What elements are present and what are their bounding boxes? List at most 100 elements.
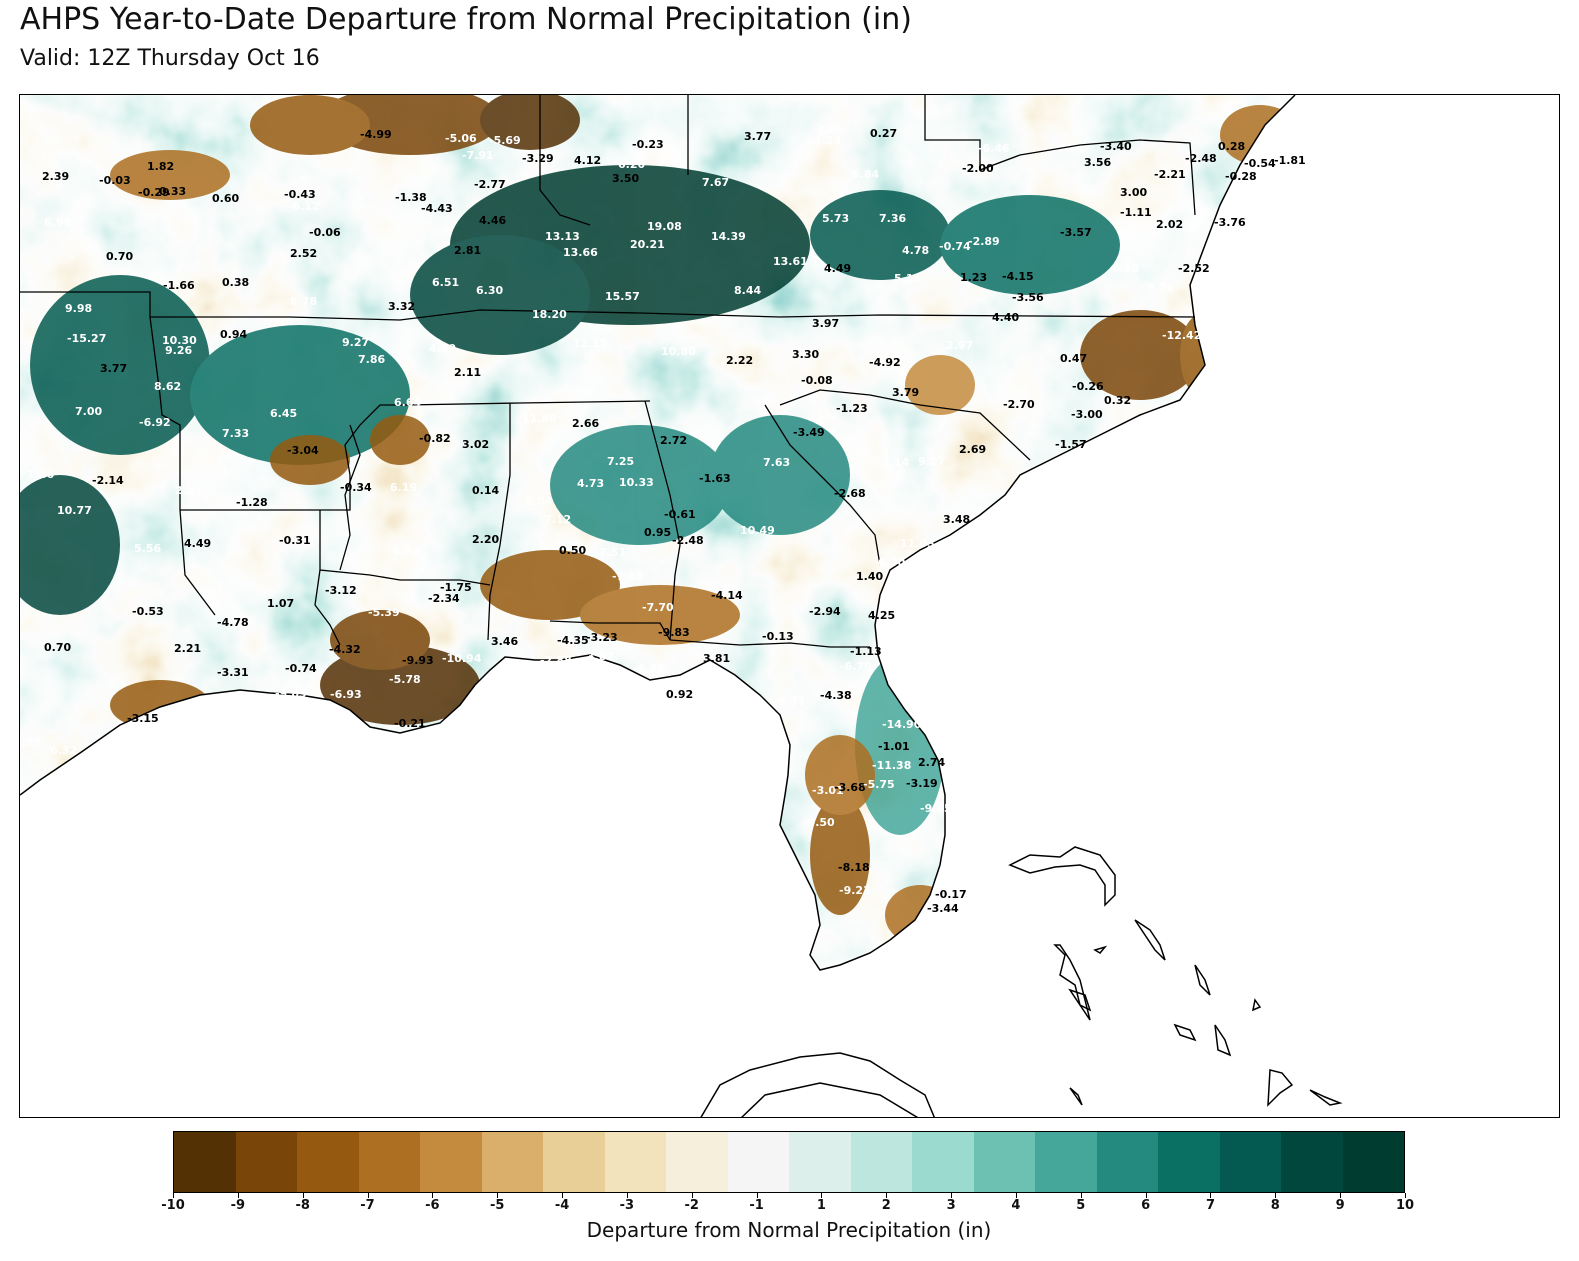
station-value: 10.33 — [619, 476, 654, 489]
colorbar-tick-label: 4 — [1011, 1198, 1021, 1213]
station-value: 2.21 — [175, 484, 202, 497]
station-value: -15.27 — [67, 332, 106, 345]
station-value: -10.94 — [442, 652, 482, 665]
station-value: -2.77 — [474, 178, 506, 191]
station-value: 10.80 — [661, 345, 696, 358]
station-value: 1.23 — [960, 271, 987, 284]
colorbar-tick-mark — [562, 1193, 564, 1198]
colorbar-tick-label: 6 — [1141, 1198, 1151, 1213]
colorbar-segment — [235, 1132, 297, 1192]
station-value: -5.06 — [445, 132, 477, 145]
colorbar-tick-label: 10 — [1395, 1198, 1415, 1213]
station-value: 8.78 — [290, 295, 317, 308]
station-value: -0.82 — [950, 856, 982, 869]
station-value: 3.46 — [491, 635, 518, 648]
colorbar-tick-label: 2 — [881, 1198, 891, 1213]
station-value: -9.50 — [803, 816, 835, 829]
station-value: -3.44 — [927, 902, 959, 915]
station-value: 7.00 — [75, 405, 102, 418]
station-value: -0.54 — [1244, 157, 1276, 170]
station-value: 8.44 — [734, 284, 761, 297]
station-value: 20.21 — [630, 238, 665, 251]
station-value: 3.32 — [388, 300, 415, 313]
station-value: 5.15 — [894, 272, 921, 285]
station-value: -0.43 — [284, 188, 316, 201]
station-value: -1.66 — [163, 279, 195, 292]
station-value: -0.74 — [939, 240, 971, 253]
station-value: -2.48 — [672, 534, 704, 547]
station-value: 3.79 — [892, 386, 919, 399]
colorbar-segment — [297, 1132, 359, 1192]
colorbar-ticks: -10 -9 -8 -7 -6 -5 -4 -3 -2 -1 1 2 3 4 5 6 7 8 9 10 — [161, 1193, 1414, 1218]
station-value: -3.68 — [834, 781, 866, 794]
colorbar-tick-mark — [1145, 1193, 1147, 1198]
colorbar-segment — [543, 1132, 605, 1192]
station-value: 0.60 — [212, 192, 239, 205]
station-value: 7.86 — [358, 353, 385, 366]
station-value: 8.62 — [154, 380, 181, 393]
station-value: 1.40 — [856, 570, 883, 583]
station-value: 2.11 — [454, 366, 481, 379]
station-value: 0.70 — [106, 250, 133, 263]
colorbar-tick-label: 1 — [816, 1198, 826, 1213]
colorbar-tick-mark — [821, 1193, 823, 1198]
station-value: -2.00 — [962, 162, 994, 175]
station-value: 7.33 — [222, 427, 249, 440]
station-value: 3.23 — [814, 134, 841, 147]
colorbar-tick-label: 3 — [946, 1198, 956, 1213]
station-value: -1.57 — [1055, 438, 1087, 451]
station-value: 19.08 — [647, 220, 682, 233]
station-value: 4.46 — [479, 214, 506, 227]
colorbar-tick-mark — [1275, 1193, 1277, 1198]
colorbar-tick-label: 7 — [1205, 1198, 1215, 1213]
station-value: 4.12 — [574, 154, 601, 167]
colorbar-segment — [1096, 1132, 1158, 1192]
station-value: 12.15 — [573, 337, 608, 350]
station-value: 7.25 — [607, 455, 634, 468]
station-value: -4.35 — [557, 634, 589, 647]
station-value: 3.87 — [587, 650, 614, 663]
station-value: 6.98 — [44, 216, 71, 229]
colorbar-tick-mark — [691, 1193, 693, 1198]
colorbar-tick-mark — [626, 1193, 628, 1198]
colorbar-label: Departure from Normal Precipitation (in) — [586, 1218, 992, 1242]
station-value: -1.75 — [440, 581, 472, 594]
colorbar-tick-label: -7 — [360, 1198, 375, 1213]
station-value: -11.38 — [872, 759, 911, 772]
station-value: 5.73 — [822, 212, 849, 225]
station-value: 8.92 — [20, 736, 41, 749]
station-value: 2.21 — [174, 642, 201, 655]
colorbar-tick-label: -9 — [230, 1198, 246, 1213]
station-value: -9.65 — [920, 802, 952, 815]
station-value: 3.00 — [1120, 186, 1147, 199]
station-value: -2.34 — [428, 592, 460, 605]
colorbar-tick-mark — [432, 1193, 434, 1198]
station-value: 9.98 — [65, 302, 92, 315]
station-value: 7.12 — [544, 513, 571, 526]
station-value: -3.01 — [812, 784, 844, 797]
station-value: 2.20 — [472, 533, 499, 546]
station-value: 13.61 — [773, 255, 808, 268]
station-value: -2.14 — [92, 474, 124, 487]
colorbar-tick-mark — [951, 1193, 953, 1198]
colorbar-tick-mark — [1210, 1193, 1212, 1198]
colorbar-tick-label: -6 — [425, 1198, 440, 1213]
station-value: 0.27 — [870, 127, 897, 140]
station-value: 8.30 — [1231, 202, 1258, 215]
station-value: -9.83 — [275, 687, 307, 700]
station-value: 8.09 — [817, 124, 844, 137]
station-value: -4.32 — [329, 643, 361, 656]
station-value: 6.98 — [1112, 262, 1139, 275]
station-value: 0.28 — [1218, 140, 1245, 153]
station-value: -4.38 — [820, 689, 852, 702]
station-value: 10.30 — [162, 334, 197, 347]
station-value: -3.23 — [586, 631, 618, 644]
station-value: -5.39 — [368, 606, 400, 619]
station-value: -4.78 — [217, 616, 249, 629]
station-value: 7.63 — [763, 456, 790, 469]
station-value: 6.84 — [852, 168, 879, 181]
station-value: 1.07 — [267, 597, 294, 610]
colorbar-segment — [666, 1132, 728, 1192]
station-value: -6.46 — [978, 142, 1010, 155]
station-value: 4.40 — [992, 311, 1019, 324]
